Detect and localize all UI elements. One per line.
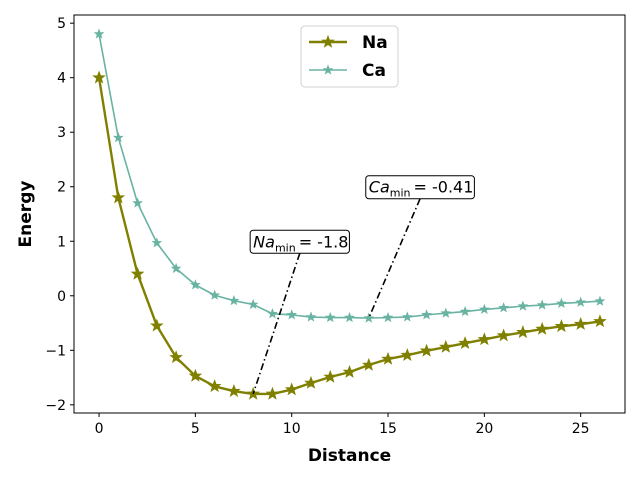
legend-marker-na [321, 34, 335, 48]
data-point-ca [170, 262, 182, 274]
data-point-ca [267, 308, 278, 319]
data-point-na [188, 368, 203, 382]
legend-label-ca: Ca [362, 61, 386, 81]
data-point-ca [305, 311, 317, 322]
annotation-connector [252, 253, 301, 395]
data-point-na [593, 314, 607, 328]
data-point-na [496, 328, 511, 342]
x-axis-label: Distance [308, 446, 391, 466]
data-point-ca [556, 297, 567, 308]
data-point-na [169, 350, 183, 364]
axes-frame [73, 14, 626, 414]
y-axis-label: Energy [16, 181, 36, 248]
data-point-na [477, 332, 492, 346]
data-point-ca [132, 197, 143, 208]
data-point-ca [382, 311, 394, 323]
data-point-ca [112, 132, 124, 143]
data-point-ca [228, 295, 240, 306]
legend-label-na: Na [362, 33, 388, 53]
data-point-ca [401, 311, 413, 322]
data-point-ca [459, 305, 471, 317]
x-tick-label: 20 [475, 421, 493, 437]
data-point-ca [247, 298, 259, 310]
y-tick-label: 4 [57, 71, 66, 87]
data-point-ca [421, 309, 432, 320]
data-point-ca [93, 28, 105, 39]
y-tick-label: 3 [57, 125, 66, 141]
annotation-box [365, 175, 475, 200]
data-point-na [323, 369, 338, 383]
data-point-ca [190, 279, 201, 290]
data-point-na [400, 348, 415, 361]
y-tick-label: 0 [57, 289, 66, 305]
x-tick-label: 10 [283, 421, 301, 437]
data-point-na [265, 386, 280, 400]
data-point-ca [440, 307, 452, 318]
data-point-na [535, 321, 549, 335]
data-point-na [361, 357, 376, 371]
y-tick-label: 2 [57, 180, 66, 196]
x-tick-label: 5 [191, 421, 200, 437]
data-point-na [227, 384, 241, 397]
data-point-na [342, 364, 357, 378]
data-point-ca [324, 311, 336, 323]
data-point-ca [209, 289, 221, 300]
x-tick-label: 0 [95, 421, 104, 437]
data-point-na [419, 343, 434, 357]
data-point-ca [517, 300, 529, 311]
annotation-box [249, 229, 350, 254]
annotation-connector [368, 198, 421, 319]
series-layer [92, 28, 607, 400]
data-point-na [150, 318, 164, 332]
annotation-ca: Camin = -0.41 [365, 175, 475, 200]
data-point-ca [151, 237, 163, 248]
data-point-ca [286, 309, 298, 320]
y-tick-label: −1 [45, 343, 66, 359]
y-tick-label: −2 [45, 398, 66, 414]
data-point-na [554, 319, 569, 333]
data-point-na [304, 375, 318, 389]
annotation-text: Namin = -1.8 [253, 232, 348, 254]
data-point-na [130, 266, 145, 280]
ticks-layer: 0 5 10 15 20 25 −2 −1 0 1 2 3 4 5 [45, 16, 589, 437]
legend-marker-ca [322, 64, 334, 75]
data-point-ca [536, 299, 548, 310]
data-point-na [516, 325, 530, 339]
data-point-na [111, 190, 126, 204]
data-point-ca [594, 295, 606, 306]
y-tick-label: 1 [57, 234, 66, 250]
y-tick-label: 5 [57, 16, 66, 32]
data-point-ca [363, 312, 375, 323]
annotation-na: Namin = -1.8 [249, 229, 350, 254]
data-point-na [573, 316, 588, 330]
annotation-layer: Namin = -1.8 Camin = -0.41 [249, 175, 475, 395]
x-tick-label: 15 [379, 421, 397, 437]
data-point-na [381, 351, 395, 365]
data-point-na [92, 70, 106, 84]
data-point-ca [575, 296, 587, 307]
data-point-na [207, 379, 222, 393]
data-point-ca [498, 302, 509, 313]
data-point-ca [478, 303, 490, 314]
annotation-text: Camin = -0.41 [369, 178, 474, 200]
legend: Na Ca [300, 25, 399, 88]
data-point-na [458, 336, 472, 349]
data-point-na [284, 382, 299, 396]
x-tick-label: 25 [572, 421, 590, 437]
data-point-ca [344, 311, 355, 323]
data-point-na [439, 339, 453, 353]
